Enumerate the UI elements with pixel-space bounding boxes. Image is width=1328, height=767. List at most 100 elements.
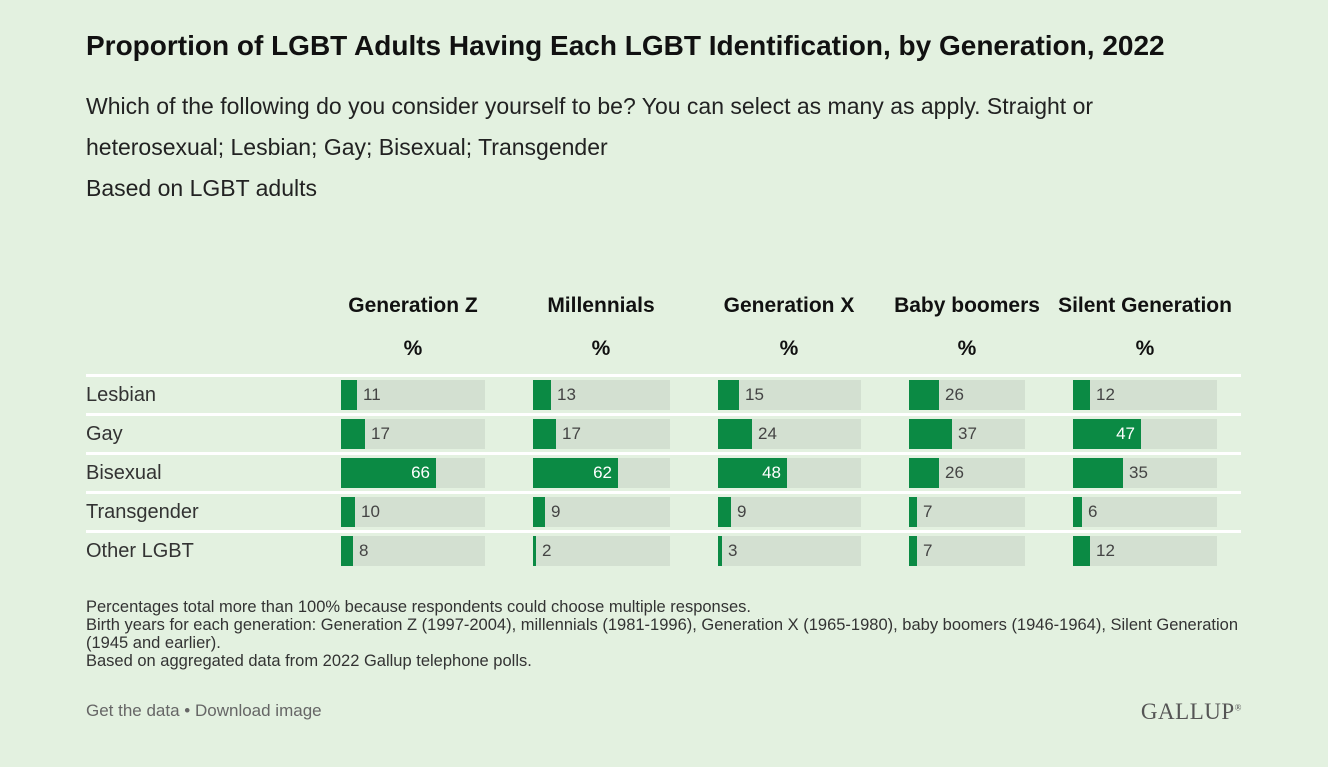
row-label-lesbian: Lesbian [86, 384, 157, 406]
footer-links: Get the data • Download image [86, 701, 322, 721]
data-label: 17 [562, 424, 581, 443]
bar-track: 24 [718, 419, 861, 449]
bar-track: 15 [718, 380, 861, 410]
bar-track: 47 [1073, 419, 1217, 449]
data-label: 62 [593, 463, 612, 482]
column-header-silent-generation: Silent Generation [1058, 294, 1232, 317]
data-label: 35 [1129, 463, 1148, 482]
bar-generation-z-other-lgbt [341, 536, 353, 566]
data-label: 7 [923, 541, 933, 560]
column-header-millennials: Millennials [547, 294, 655, 317]
bar-millennials-gay [533, 419, 556, 449]
percent-unit-label: % [957, 337, 977, 360]
base-note: Based on LGBT adults [86, 175, 317, 201]
link-separator: • [179, 701, 195, 720]
percent-unit-label: % [591, 337, 611, 360]
bar-track: 11 [341, 380, 485, 410]
footnote: Based on aggregated data from 2022 Gallu… [86, 652, 532, 670]
bar-track: 26 [909, 458, 1025, 488]
bar-silent-generation-bisexual [1073, 458, 1123, 488]
bar-silent-generation-gay [1073, 419, 1141, 449]
data-label: 6 [1088, 502, 1098, 521]
bar-millennials-lesbian [533, 380, 551, 410]
data-label: 13 [557, 385, 576, 404]
footnote: Percentages total more than 100% because… [86, 598, 751, 616]
chart-subtitle: Which of the following do you consider y… [86, 93, 1094, 160]
bar-track: 35 [1073, 458, 1217, 488]
bar-generation-x-other-lgbt [718, 536, 722, 566]
data-label: 12 [1096, 385, 1115, 404]
data-label: 8 [359, 541, 369, 560]
bar-track: 37 [909, 419, 1025, 449]
bar-track: 13 [533, 380, 670, 410]
row-label-gay: Gay [86, 423, 123, 445]
column-header-baby-boomers: Baby boomers [894, 294, 1040, 317]
percent-unit-label: % [403, 337, 423, 360]
bar-generation-x-gay [718, 419, 752, 449]
bar-track: 7 [909, 536, 1025, 566]
bar-millennials-other-lgbt [533, 536, 536, 566]
data-label: 10 [361, 502, 380, 521]
footnote: Birth years for each generation: Generat… [86, 616, 1239, 652]
data-label: 26 [945, 463, 964, 482]
data-label: 37 [958, 424, 977, 443]
get-data-link[interactable]: Get the data [86, 701, 180, 720]
bar-track: 12 [1073, 536, 1217, 566]
data-label: 48 [762, 463, 781, 482]
footnotes: Percentages total more than 100% because… [86, 598, 1266, 670]
column-header-generation-z: Generation Z [348, 294, 478, 317]
bar-track: 62 [533, 458, 670, 488]
data-label: 66 [411, 463, 430, 482]
row-separator [86, 413, 1241, 416]
data-label: 7 [923, 502, 933, 521]
bar-track: 6 [1073, 497, 1217, 527]
bar-track: 9 [718, 497, 861, 527]
bar-generation-x-bisexual [718, 458, 787, 488]
data-label: 47 [1116, 424, 1135, 443]
data-label: 9 [551, 502, 561, 521]
bar-track: 12 [1073, 380, 1217, 410]
column-header-generation-x: Generation X [723, 294, 855, 317]
bar-track: 17 [341, 419, 485, 449]
data-label: 9 [737, 502, 747, 521]
percent-unit-label: % [1135, 337, 1155, 360]
logo-mark: ® [1234, 702, 1242, 713]
row-separator [86, 452, 1241, 455]
bar-track: 3 [718, 536, 861, 566]
bar-track: 48 [718, 458, 861, 488]
row-separator [86, 530, 1241, 533]
data-label: 15 [745, 385, 764, 404]
bar-track: 26 [909, 380, 1025, 410]
bar-track: 9 [533, 497, 670, 527]
bar-generation-z-gay [341, 419, 365, 449]
gallup-logo: GALLUP® [1141, 699, 1242, 725]
data-label: 12 [1096, 541, 1115, 560]
row-label-other-lgbt: Other LGBT [86, 540, 194, 562]
bar-track: 8 [341, 536, 485, 566]
data-label: 11 [363, 385, 381, 404]
bar-generation-x-transgender [718, 497, 731, 527]
data-label: 17 [371, 424, 390, 443]
row-label-bisexual: Bisexual [86, 462, 162, 484]
bar-baby-boomers-gay [909, 419, 952, 449]
row-label-transgender: Transgender [86, 501, 199, 523]
bar-generation-z-lesbian [341, 380, 357, 410]
bar-millennials-transgender [533, 497, 545, 527]
bar-baby-boomers-bisexual [909, 458, 939, 488]
row-separator [86, 374, 1241, 377]
percent-unit-label: % [779, 337, 799, 360]
download-image-link[interactable]: Download image [194, 701, 322, 720]
bar-silent-generation-transgender [1073, 497, 1082, 527]
bar-generation-z-bisexual [341, 458, 436, 488]
logo-text: GALLUP [1140, 699, 1235, 724]
bar-track: 2 [533, 536, 670, 566]
bar-track: 7 [909, 497, 1025, 527]
bar-generation-x-lesbian [718, 380, 739, 410]
data-label: 3 [728, 541, 738, 560]
row-separator [86, 491, 1241, 494]
data-label: 26 [945, 385, 964, 404]
bar-generation-z-transgender [341, 497, 355, 527]
data-label: 2 [542, 541, 552, 560]
chart-title: Proportion of LGBT Adults Having Each LG… [86, 30, 1165, 61]
bar-baby-boomers-transgender [909, 497, 917, 527]
